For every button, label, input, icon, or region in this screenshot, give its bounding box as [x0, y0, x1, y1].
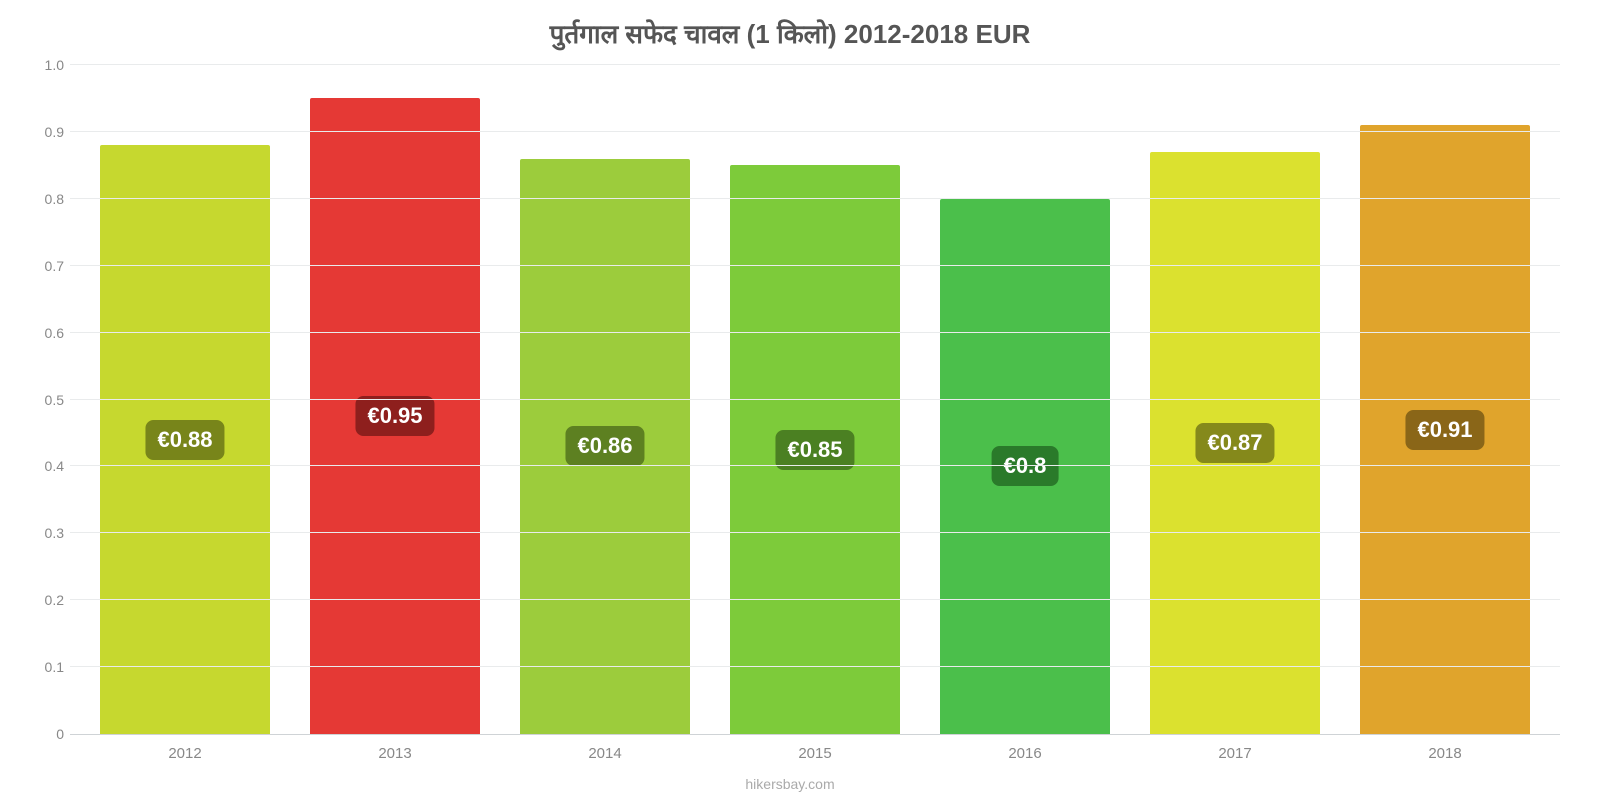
grid-line: [70, 465, 1560, 466]
grid-line: [70, 599, 1560, 600]
bar-slot: €0.8: [940, 65, 1110, 734]
grid-line: [70, 198, 1560, 199]
bar-value-label: €0.91: [1405, 410, 1484, 450]
y-axis-tick-label: 0.3: [20, 525, 64, 541]
bar-value-label: €0.95: [355, 396, 434, 436]
bar: €0.85: [730, 165, 900, 734]
grid-line: [70, 532, 1560, 533]
credit-text: hikersbay.com: [10, 776, 1570, 792]
y-axis-tick-label: 0.5: [20, 392, 64, 408]
bar-slot: €0.95: [310, 65, 480, 734]
chart-title: पुर्तगाल सफेद चावल (1 किलो) 2012-2018 EU…: [10, 15, 1570, 51]
chart-container: पुर्तगाल सफेद चावल (1 किलो) 2012-2018 EU…: [0, 0, 1600, 800]
x-axis-tick-label: 2018: [1360, 745, 1530, 762]
bar-slot: €0.91: [1360, 65, 1530, 734]
bar: €0.88: [100, 145, 270, 734]
y-axis-tick-label: 0.2: [20, 592, 64, 608]
plot-area: €0.88€0.95€0.86€0.85€0.8€0.87€0.91 00.10…: [70, 65, 1560, 735]
grid-line: [70, 666, 1560, 667]
x-axis-tick-label: 2016: [940, 745, 1110, 762]
bar-value-label: €0.87: [1195, 423, 1274, 463]
bar-slot: €0.86: [520, 65, 690, 734]
bar-slot: €0.85: [730, 65, 900, 734]
bar: €0.87: [1150, 152, 1320, 734]
x-axis-tick-label: 2013: [310, 745, 480, 762]
y-axis-tick-label: 0.8: [20, 191, 64, 207]
bar-slot: €0.87: [1150, 65, 1320, 734]
bar-value-label: €0.88: [145, 420, 224, 460]
bar: €0.95: [310, 98, 480, 734]
grid-line: [70, 131, 1560, 132]
y-axis-tick-label: 0: [20, 726, 64, 742]
grid-line: [70, 399, 1560, 400]
bar: €0.86: [520, 159, 690, 734]
y-axis-tick-label: 0.4: [20, 458, 64, 474]
bar: €0.91: [1360, 125, 1530, 734]
x-axis-labels: 2012 2013 2014 2015 2016 2017 2018: [70, 745, 1560, 762]
bar-value-label: €0.86: [565, 426, 644, 466]
bar-slot: €0.88: [100, 65, 270, 734]
x-axis-tick-label: 2012: [100, 745, 270, 762]
y-axis-tick-label: 0.1: [20, 659, 64, 675]
y-axis-tick-label: 0.6: [20, 325, 64, 341]
y-axis-tick-label: 0.9: [20, 124, 64, 140]
bar-value-label: €0.8: [992, 446, 1059, 486]
x-axis-tick-label: 2017: [1150, 745, 1320, 762]
grid-line: [70, 332, 1560, 333]
x-axis-tick-label: 2014: [520, 745, 690, 762]
bar: €0.8: [940, 199, 1110, 734]
grid-line: [70, 265, 1560, 266]
bars-group: €0.88 €0.95 €0.86 €0.85 €0.8 €0.87 €0.91: [70, 65, 1560, 734]
y-axis-tick-label: 0.7: [20, 258, 64, 274]
y-axis-tick-label: 1.0: [20, 57, 64, 73]
x-axis-tick-label: 2015: [730, 745, 900, 762]
bar-value-label: €0.85: [775, 430, 854, 470]
grid-line: [70, 64, 1560, 65]
